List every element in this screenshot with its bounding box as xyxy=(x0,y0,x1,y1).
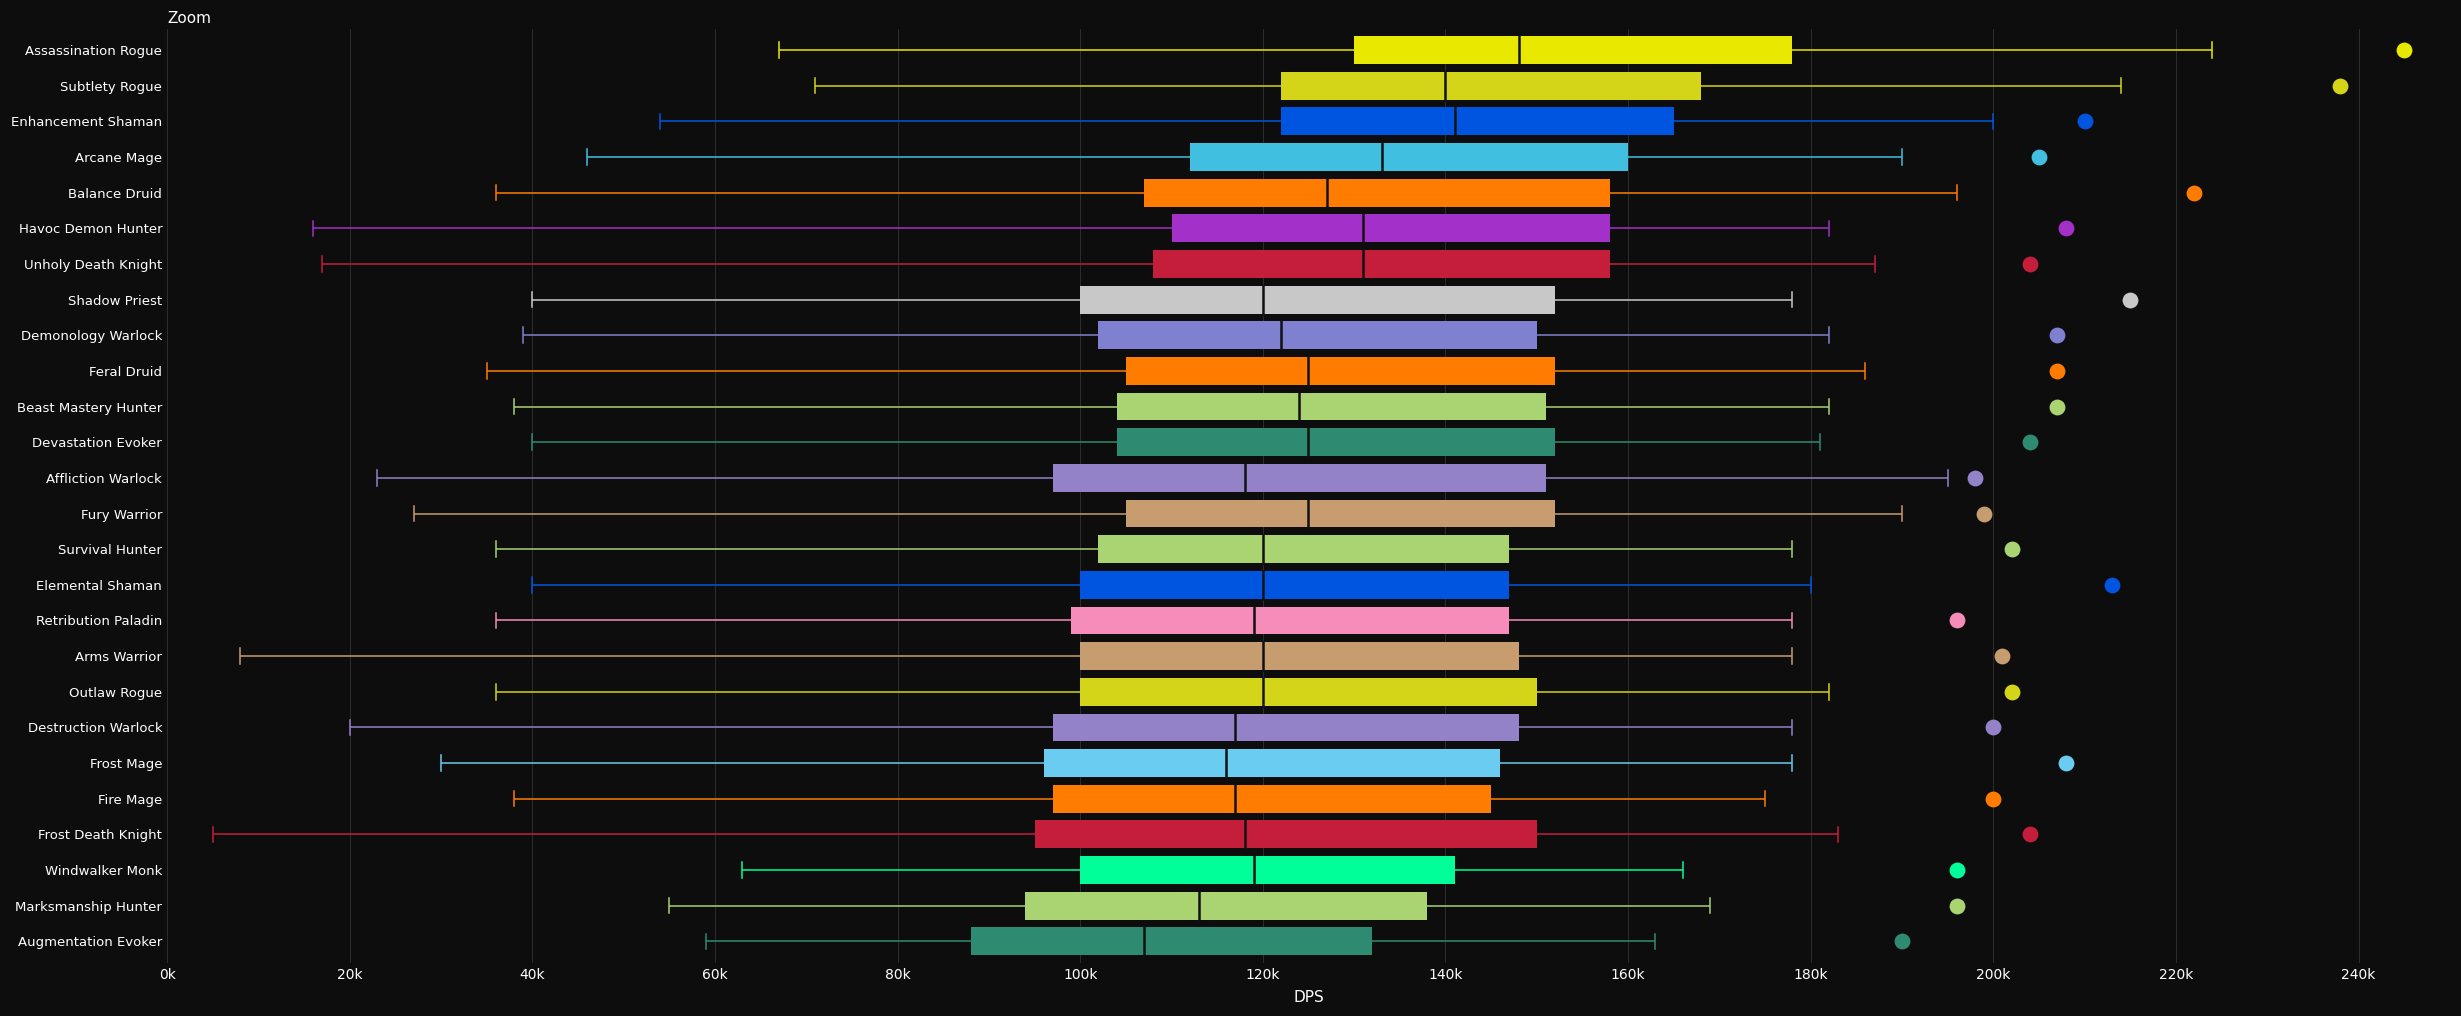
Point xyxy=(1964,505,2003,521)
FancyBboxPatch shape xyxy=(1043,749,1501,777)
Point xyxy=(1937,862,1976,878)
Point xyxy=(2011,434,2050,450)
Point xyxy=(1883,933,1922,949)
Point xyxy=(1937,897,1976,913)
FancyBboxPatch shape xyxy=(1034,821,1536,848)
Point xyxy=(1984,648,2023,664)
FancyBboxPatch shape xyxy=(1080,642,1518,670)
FancyBboxPatch shape xyxy=(1282,72,1701,100)
Point xyxy=(2038,363,2077,379)
FancyBboxPatch shape xyxy=(1117,429,1555,456)
Point xyxy=(2011,256,2050,272)
FancyBboxPatch shape xyxy=(1171,214,1609,242)
FancyBboxPatch shape xyxy=(1144,179,1609,206)
FancyBboxPatch shape xyxy=(1125,357,1555,385)
Point xyxy=(1974,719,2013,736)
FancyBboxPatch shape xyxy=(1080,678,1536,706)
FancyBboxPatch shape xyxy=(1080,571,1509,598)
FancyBboxPatch shape xyxy=(1125,500,1555,527)
Point xyxy=(2176,185,2215,201)
FancyBboxPatch shape xyxy=(1080,856,1454,884)
X-axis label: DPS: DPS xyxy=(1292,990,1324,1005)
FancyBboxPatch shape xyxy=(1098,535,1509,563)
Point xyxy=(1991,542,2030,558)
Point xyxy=(2038,398,2077,415)
Text: Zoom: Zoom xyxy=(167,11,212,26)
FancyBboxPatch shape xyxy=(970,928,1373,955)
Point xyxy=(2020,149,2060,166)
FancyBboxPatch shape xyxy=(1071,607,1509,634)
Point xyxy=(2038,327,2077,343)
Point xyxy=(2321,77,2360,93)
Point xyxy=(2048,755,2087,771)
FancyBboxPatch shape xyxy=(1080,285,1555,314)
Point xyxy=(2065,113,2104,129)
Point xyxy=(2092,577,2131,593)
Point xyxy=(2048,220,2087,237)
FancyBboxPatch shape xyxy=(1053,464,1546,492)
Point xyxy=(1991,684,2030,700)
FancyBboxPatch shape xyxy=(1282,108,1673,135)
FancyBboxPatch shape xyxy=(1053,713,1518,742)
FancyBboxPatch shape xyxy=(1098,321,1536,350)
Point xyxy=(2112,292,2151,308)
FancyBboxPatch shape xyxy=(1354,37,1792,64)
Point xyxy=(2385,42,2424,58)
Point xyxy=(2011,826,2050,842)
Point xyxy=(1937,613,1976,629)
FancyBboxPatch shape xyxy=(1117,392,1546,421)
FancyBboxPatch shape xyxy=(1026,892,1427,919)
Point xyxy=(1956,469,1996,486)
FancyBboxPatch shape xyxy=(1053,784,1491,813)
FancyBboxPatch shape xyxy=(1154,250,1609,277)
FancyBboxPatch shape xyxy=(1189,143,1629,171)
Point xyxy=(1974,790,2013,807)
